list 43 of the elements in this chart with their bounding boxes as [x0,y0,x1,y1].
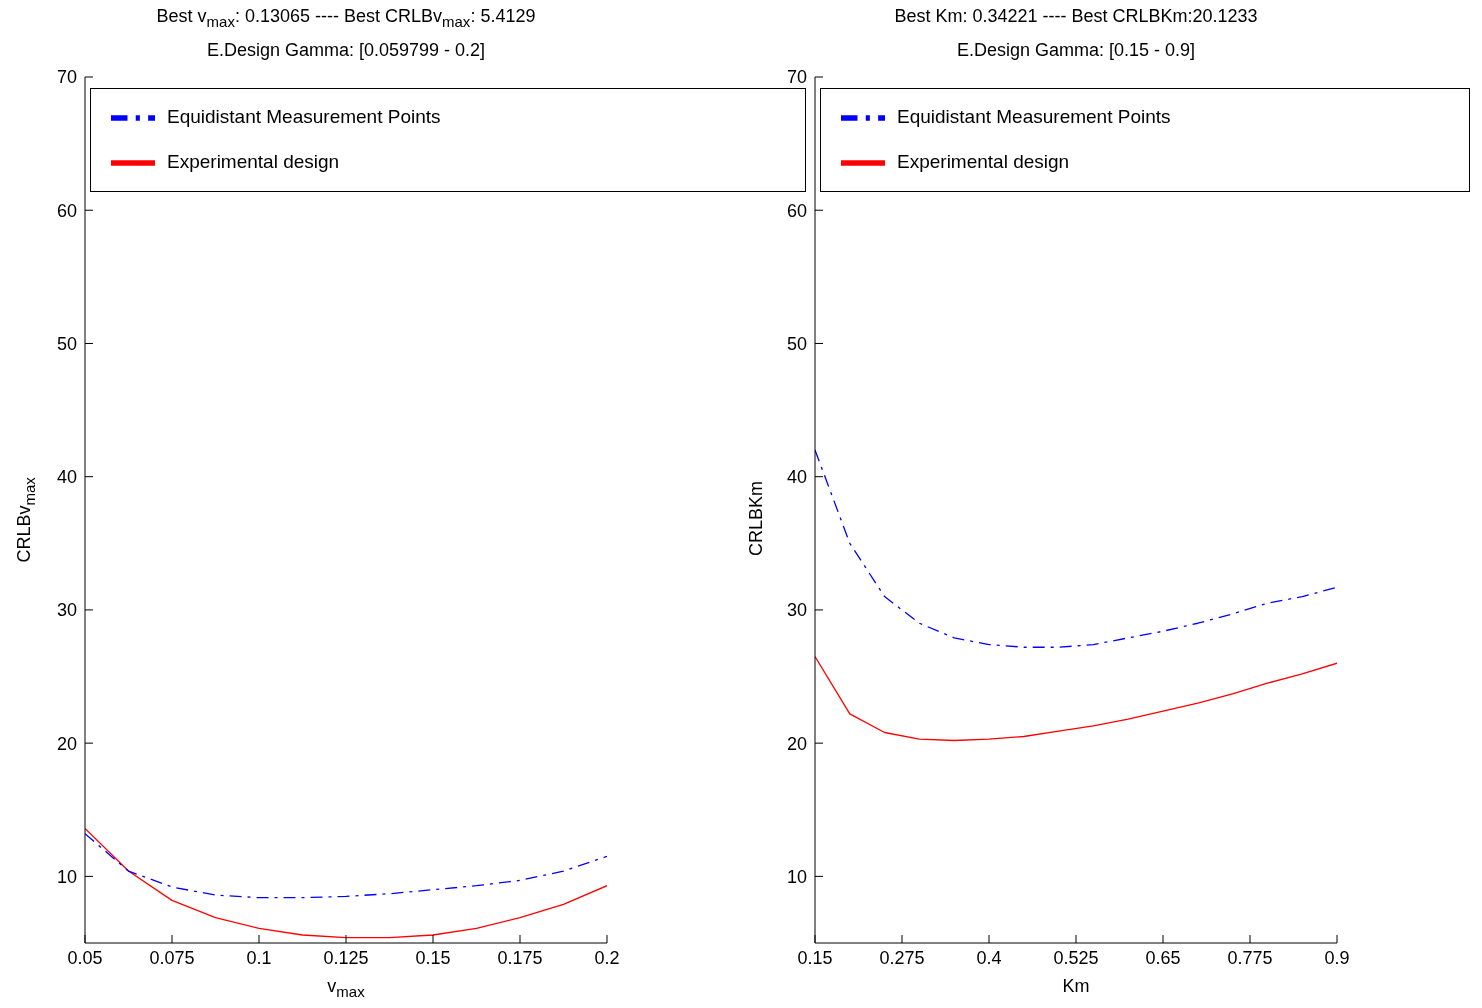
legend-label: Experimental design [897,150,1070,172]
y-tick-label: 60 [56,200,77,221]
x-tick-label: 0.075 [149,947,195,968]
y-axis-title: CRLBKm [745,480,767,558]
x-tick-label: 0.275 [879,947,925,968]
y-tick-label: 40 [56,467,77,488]
legend-label: Equidistant Measurement Points [897,106,1171,127]
x-tick-label: 0.2 [594,947,620,968]
y-tick-label: 30 [56,600,77,621]
y-tick-label: 30 [786,600,807,621]
chart-title: Best Km: 0.34221 ---- Best CRLBKm:20.1233 [893,6,1259,27]
y-tick-label: 10 [786,866,807,887]
x-tick-label: 0.15 [415,947,451,968]
x-tick-label: 0.1 [246,947,272,968]
y-tick-label: 70 [786,67,807,88]
x-tick-label: 0.65 [1145,947,1181,968]
y-tick-label: 60 [786,200,807,221]
x-tick-label: 0.4 [976,947,1002,968]
x-axis-title: v$_{max}$ [326,976,366,1000]
y-tick-label: 70 [56,67,77,88]
chart-subtitle: E.Design Gamma: [0.059799 - 0.2] [205,40,487,61]
x-tick-label: 0.125 [323,947,369,968]
x-tick-label: 0.775 [1227,947,1273,968]
x-axis-title: Km [1061,976,1091,997]
legend-label: Equidistant Measurement Points [167,106,441,127]
line-series [815,655,1337,742]
y-tick-label: 50 [56,333,77,354]
y-tick-label: 10 [56,866,77,887]
y-tick-label: 50 [786,333,807,354]
line-series [85,833,607,899]
x-tick-label: 0.05 [67,947,103,968]
line-series [85,827,607,939]
chart-subtitle: E.Design Gamma: [0.15 - 0.9] [955,40,1197,61]
y-tick-label: 40 [786,467,807,488]
y-tick-label: 20 [56,733,77,754]
chart-title: Best v$_{max}$: 0.13065 ---- Best CRLBv$_{max}$: 5.4129 [155,6,537,30]
line-series [815,449,1337,648]
legend-label: Experimental design [167,150,340,172]
x-tick-label: 0.15 [797,947,833,968]
x-tick-label: 0.175 [497,947,543,968]
y-tick-label: 20 [786,733,807,754]
x-tick-label: 0.9 [1324,947,1350,968]
x-tick-label: 0.525 [1053,947,1099,968]
